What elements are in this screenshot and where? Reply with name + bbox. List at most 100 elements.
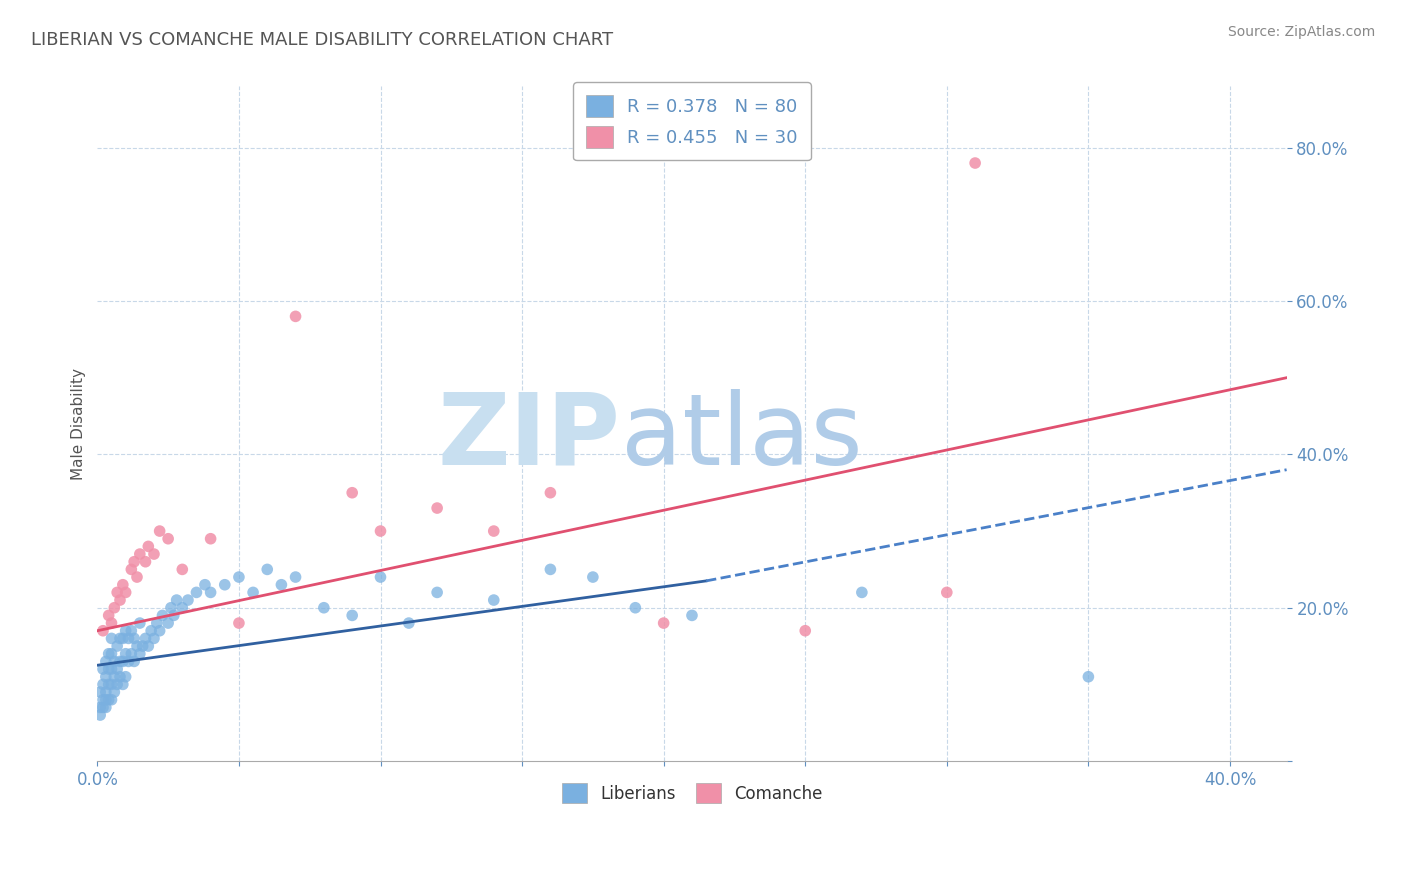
Point xyxy=(91,692,114,706)
Point xyxy=(794,624,817,638)
Point xyxy=(131,639,153,653)
Point xyxy=(1077,670,1099,684)
Point xyxy=(143,547,166,561)
Point xyxy=(172,562,194,576)
Point xyxy=(256,562,278,576)
Point xyxy=(94,654,117,668)
Point xyxy=(103,670,125,684)
Point xyxy=(100,662,122,676)
Point xyxy=(108,632,131,646)
Point xyxy=(105,585,128,599)
Point xyxy=(166,593,188,607)
Point xyxy=(120,624,142,638)
Point xyxy=(128,547,150,561)
Point xyxy=(128,647,150,661)
Point xyxy=(152,608,174,623)
Point xyxy=(624,600,647,615)
Point xyxy=(482,524,505,538)
Point xyxy=(270,578,292,592)
Point xyxy=(228,570,250,584)
Point xyxy=(122,555,145,569)
Point xyxy=(111,632,134,646)
Y-axis label: Male Disability: Male Disability xyxy=(72,368,86,480)
Point xyxy=(157,532,180,546)
Point xyxy=(103,685,125,699)
Point xyxy=(146,616,169,631)
Point xyxy=(172,600,194,615)
Point xyxy=(128,616,150,631)
Point xyxy=(136,639,159,653)
Text: Source: ZipAtlas.com: Source: ZipAtlas.com xyxy=(1227,25,1375,39)
Point xyxy=(186,585,208,599)
Point xyxy=(157,616,180,631)
Legend: Liberians, Comanche: Liberians, Comanche xyxy=(551,773,832,814)
Point xyxy=(242,585,264,599)
Point xyxy=(97,692,120,706)
Point xyxy=(935,585,957,599)
Point xyxy=(370,524,392,538)
Point xyxy=(103,654,125,668)
Point xyxy=(538,562,561,576)
Point xyxy=(117,632,139,646)
Point xyxy=(108,654,131,668)
Point xyxy=(177,593,200,607)
Point xyxy=(125,639,148,653)
Point xyxy=(134,555,156,569)
Point xyxy=(284,310,307,324)
Point xyxy=(105,639,128,653)
Point xyxy=(91,624,114,638)
Point xyxy=(122,654,145,668)
Point xyxy=(312,600,335,615)
Point xyxy=(851,585,873,599)
Point xyxy=(141,624,163,638)
Point xyxy=(120,647,142,661)
Point xyxy=(194,578,217,592)
Point xyxy=(652,616,675,631)
Point xyxy=(94,670,117,684)
Point xyxy=(149,524,172,538)
Point xyxy=(284,570,307,584)
Point xyxy=(108,670,131,684)
Point xyxy=(482,593,505,607)
Point xyxy=(340,485,363,500)
Point xyxy=(149,624,172,638)
Point xyxy=(398,616,420,631)
Point xyxy=(114,624,136,638)
Point xyxy=(100,647,122,661)
Text: atlas: atlas xyxy=(620,389,862,486)
Point xyxy=(100,632,122,646)
Point xyxy=(160,600,183,615)
Point xyxy=(91,677,114,691)
Point xyxy=(370,570,392,584)
Point xyxy=(114,647,136,661)
Point xyxy=(100,692,122,706)
Point xyxy=(100,616,122,631)
Point xyxy=(340,608,363,623)
Point xyxy=(114,585,136,599)
Point xyxy=(89,685,111,699)
Point xyxy=(91,700,114,714)
Point xyxy=(111,654,134,668)
Point xyxy=(105,677,128,691)
Point xyxy=(94,700,117,714)
Point xyxy=(94,692,117,706)
Point xyxy=(681,608,703,623)
Point xyxy=(538,485,561,500)
Point xyxy=(105,662,128,676)
Point xyxy=(228,616,250,631)
Point xyxy=(163,608,186,623)
Point xyxy=(89,700,111,714)
Point xyxy=(965,156,987,170)
Point xyxy=(97,647,120,661)
Point xyxy=(91,662,114,676)
Point xyxy=(200,585,222,599)
Point xyxy=(426,585,449,599)
Text: LIBERIAN VS COMANCHE MALE DISABILITY CORRELATION CHART: LIBERIAN VS COMANCHE MALE DISABILITY COR… xyxy=(31,31,613,49)
Point xyxy=(103,600,125,615)
Point xyxy=(108,593,131,607)
Text: ZIP: ZIP xyxy=(437,389,620,486)
Point xyxy=(117,654,139,668)
Point xyxy=(120,562,142,576)
Point xyxy=(94,685,117,699)
Point xyxy=(111,578,134,592)
